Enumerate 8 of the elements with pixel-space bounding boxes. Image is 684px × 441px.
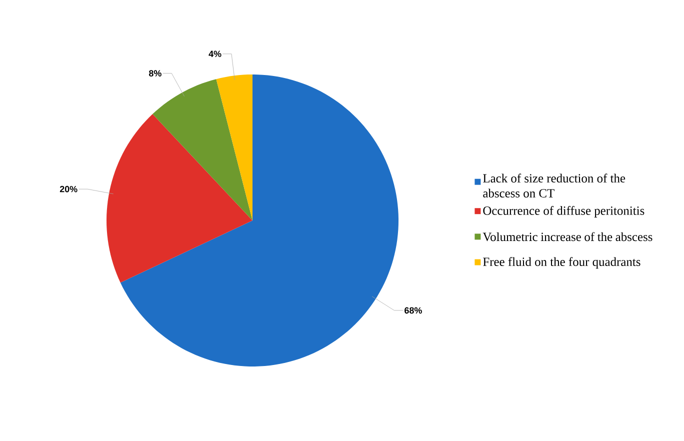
- legend-label: Occurrence of diffuse peritonitis: [483, 206, 644, 218]
- legend-label: Lack of size reduction of the abscess on CT: [483, 174, 626, 198]
- data-label: 8%: [148, 70, 162, 76]
- data-label: 68%: [404, 307, 422, 314]
- data-label: 4%: [208, 50, 222, 58]
- data-label: 20%: [60, 186, 78, 192]
- legend-label: Volumetric increase of the abscess: [482, 232, 652, 242]
- legend-label: Free fluid on the four quadrants: [483, 257, 640, 269]
